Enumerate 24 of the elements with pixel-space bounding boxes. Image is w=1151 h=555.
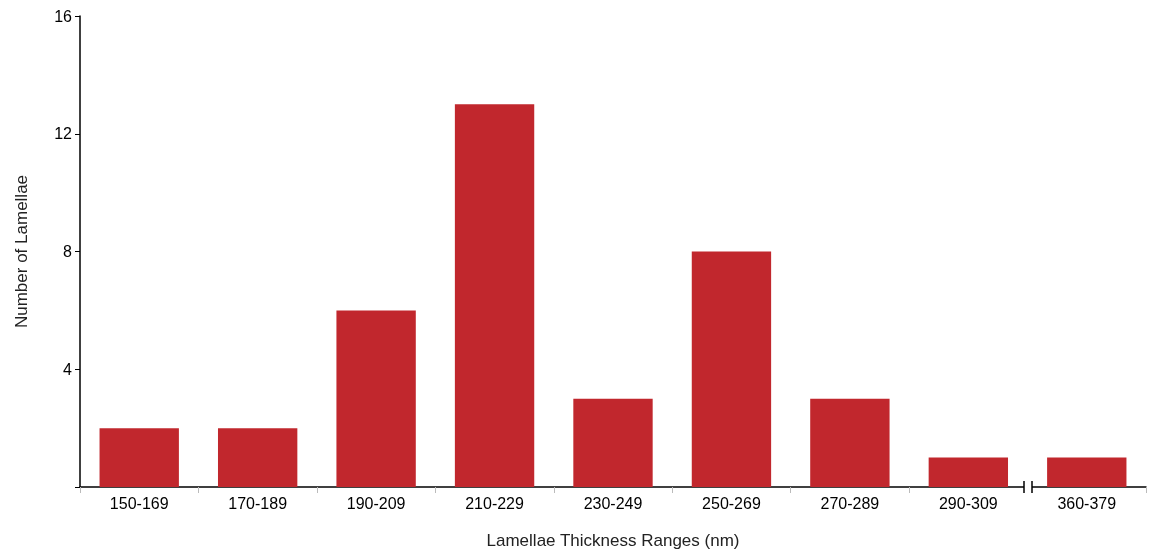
y-axis-title: Number of Lamellae	[12, 174, 31, 329]
y-tick-label: 12	[54, 125, 73, 143]
bar	[454, 104, 535, 487]
bar	[691, 251, 772, 487]
bar	[928, 457, 1009, 487]
x-tick-label: 190-209	[346, 494, 406, 512]
x-tick-label: 210-229	[465, 494, 525, 512]
y-tick-label: 8	[63, 243, 73, 260]
x-tick-label: 360-379	[1057, 494, 1117, 512]
bar	[99, 428, 179, 487]
bar	[336, 310, 416, 487]
y-tick-label: 16	[54, 7, 73, 25]
x-tick-label: 250-269	[702, 494, 761, 512]
bar	[810, 398, 890, 487]
x-tick-label: 150-169	[109, 494, 169, 512]
bar	[573, 398, 653, 487]
x-tick-label: 290-309	[938, 494, 998, 512]
x-tick-label: 270-289	[820, 494, 880, 512]
bar	[1047, 457, 1127, 487]
x-tick-label: 170-189	[228, 494, 288, 512]
bar	[217, 428, 298, 487]
x-axis-title: Lamellae Thickness Ranges (nm)	[486, 531, 740, 550]
x-tick-label: 230-249	[583, 494, 643, 512]
y-tick-label: 4	[63, 360, 73, 378]
